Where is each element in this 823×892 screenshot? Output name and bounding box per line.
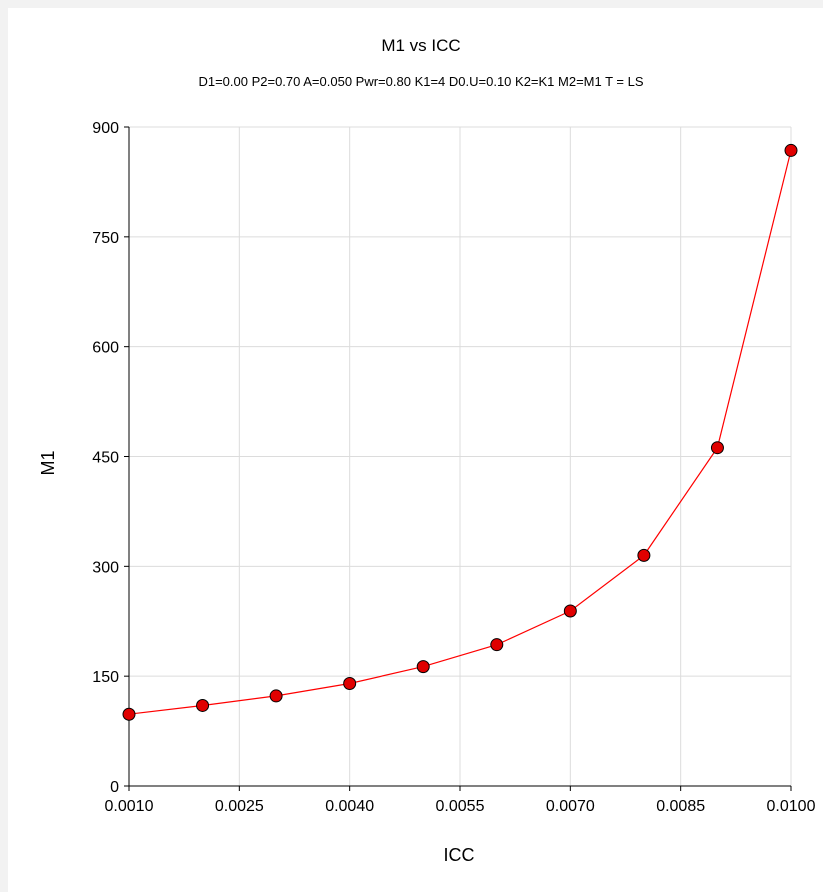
y-axis-label: M1 <box>38 450 58 475</box>
grid <box>128 126 792 787</box>
data-point <box>710 441 724 455</box>
data-point <box>196 698 210 712</box>
y-tick-label: 150 <box>92 669 119 686</box>
y-tick-label: 600 <box>92 340 119 357</box>
data-point <box>637 548 651 562</box>
data-point <box>416 660 430 674</box>
x-tick-label: 0.0010 <box>105 798 154 815</box>
data-point <box>122 707 136 721</box>
data-point <box>490 638 504 652</box>
tick-labels: 0.0010 0.0025 0.0040 0.0055 0.0070 0.0085 0.01… <box>92 120 815 815</box>
x-tick-label: 0.0055 <box>436 798 485 815</box>
chart-panel: M1 vs ICC D1=0.00 P2=0.70 A=0.050 Pwr=0.… <box>8 8 823 892</box>
chart: M1 vs ICC D1=0.00 P2=0.70 A=0.050 Pwr=0.… <box>38 36 816 865</box>
data-point <box>269 689 283 703</box>
y-tick-label: 300 <box>92 559 119 576</box>
chart-title: M1 vs ICC <box>381 36 460 55</box>
data-markers <box>122 143 798 721</box>
x-tick-label: 0.0070 <box>546 798 595 815</box>
data-point <box>343 676 357 690</box>
x-axis-label: ICC <box>444 845 475 865</box>
series-line <box>128 150 792 715</box>
axes <box>124 126 792 791</box>
y-tick-label: 750 <box>92 230 119 247</box>
y-tick-label: 450 <box>92 450 119 467</box>
x-tick-label: 0.0085 <box>656 798 705 815</box>
y-tick-label: 0 <box>110 779 119 796</box>
x-tick-label: 0.0025 <box>215 798 264 815</box>
x-tick-label: 0.0100 <box>767 798 816 815</box>
chart-subtitle: D1=0.00 P2=0.70 A=0.050 Pwr=0.80 K1=4 D0… <box>198 74 643 89</box>
data-point <box>563 604 577 618</box>
x-tick-label: 0.0040 <box>325 798 374 815</box>
y-tick-label: 900 <box>92 120 119 137</box>
data-point <box>784 143 798 157</box>
